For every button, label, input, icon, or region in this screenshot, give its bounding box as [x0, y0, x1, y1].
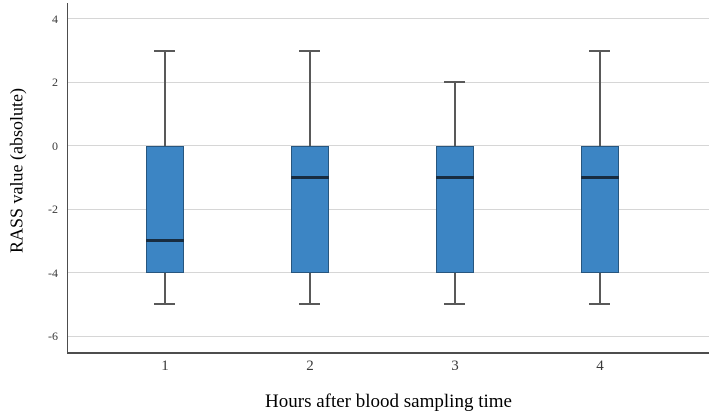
x-tick-label: 1	[161, 358, 169, 374]
y-tick-label: -6	[48, 329, 58, 344]
x-axis-line	[66, 352, 709, 354]
x-tick-label: 4	[596, 358, 604, 374]
gridline-y-2	[68, 81, 709, 83]
whisker-cap-top-1	[154, 49, 176, 52]
whisker-cap-top-4	[589, 49, 611, 52]
gridline-y-0	[68, 145, 709, 147]
gridline-y--4	[68, 272, 709, 274]
y-tick-label: -2	[48, 202, 58, 217]
whisker-upper-3	[454, 82, 456, 146]
median-line-1	[145, 239, 184, 243]
whisker-cap-top-3	[444, 81, 466, 84]
y-tick-label: -4	[48, 265, 58, 280]
boxplot-box-3	[435, 145, 474, 273]
x-tick-label: 2	[306, 358, 314, 374]
whisker-cap-top-2	[299, 49, 321, 52]
whisker-cap-bottom-4	[589, 303, 611, 306]
median-line-2	[290, 176, 329, 179]
y-tick-label: 2	[52, 75, 58, 90]
x-axis-title: Hours after blood sampling time	[265, 391, 512, 412]
boxplot-box-2	[290, 145, 329, 273]
x-tick-label: 3	[451, 358, 459, 374]
whisker-cap-bottom-1	[154, 303, 176, 306]
whisker-upper-2	[309, 50, 311, 146]
whisker-cap-bottom-3	[444, 303, 466, 306]
gridline-y--6	[68, 335, 709, 337]
y-axis-line	[66, 3, 68, 354]
gridline-y-4	[68, 18, 709, 20]
whisker-lower-3	[454, 272, 456, 305]
median-line-4	[580, 176, 619, 179]
whisker-lower-4	[599, 272, 601, 305]
boxplot-box-1	[145, 145, 184, 273]
median-line-3	[435, 176, 474, 179]
whisker-lower-1	[164, 272, 166, 305]
y-tick-label: 0	[52, 138, 58, 153]
gridline-y--2	[68, 208, 709, 210]
whisker-lower-2	[309, 272, 311, 305]
whisker-cap-bottom-2	[299, 303, 321, 306]
boxplot-box-4	[580, 145, 619, 273]
y-tick-label: 4	[52, 11, 58, 26]
whisker-upper-1	[164, 50, 166, 146]
whisker-upper-4	[599, 50, 601, 146]
